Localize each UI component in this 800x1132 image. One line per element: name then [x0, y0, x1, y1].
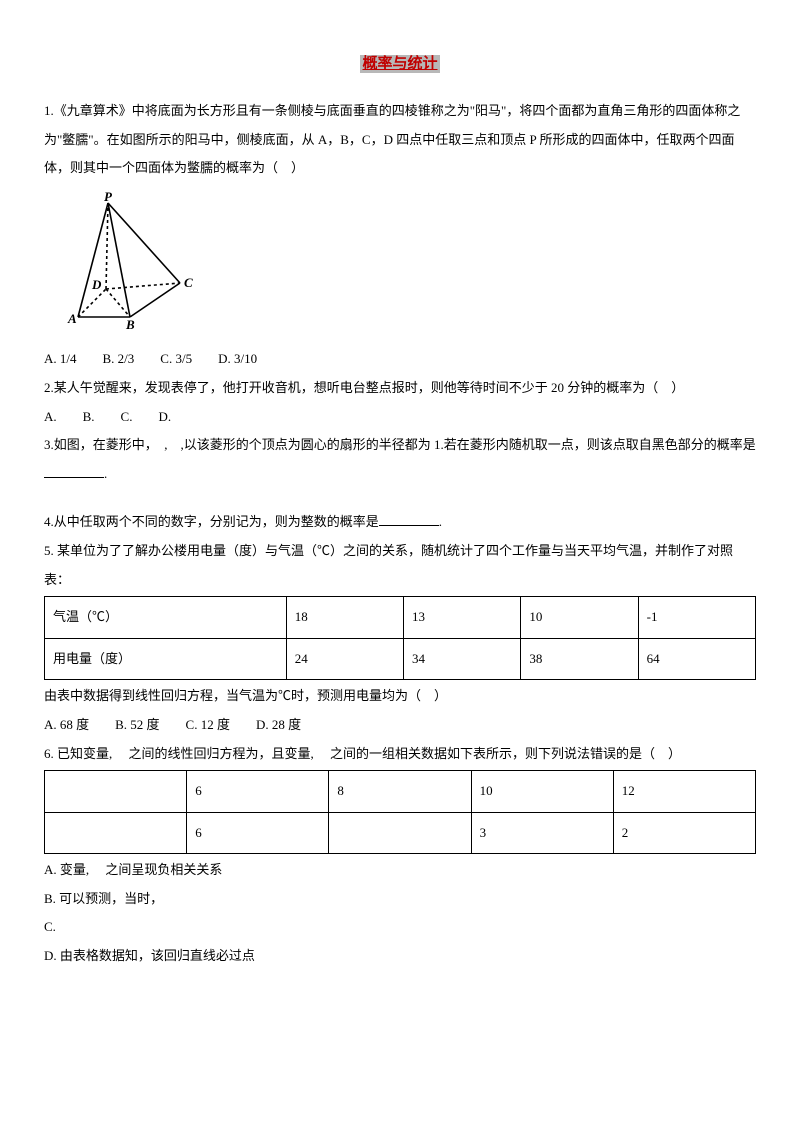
q4-text: 4.从中任取两个不同的数字，分别记为，则为整数的概率是. — [44, 508, 756, 537]
cell: -1 — [638, 597, 755, 639]
q6-optD: D. 由表格数据知，该回归直线必过点 — [44, 942, 756, 971]
label-P: P — [104, 189, 113, 204]
cell: 18 — [286, 597, 403, 639]
q2-options: A. B. C. D. — [44, 403, 756, 432]
table-row: 气温（℃） 18 13 10 -1 — [45, 597, 756, 639]
cell: 2 — [613, 812, 755, 854]
cell: 气温（℃） — [45, 597, 287, 639]
page-title: 概率与统计 — [44, 48, 756, 81]
label-B: B — [125, 317, 135, 329]
q3-post: . — [104, 466, 107, 481]
q4-pre: 4.从中任取两个不同的数字，分别记为，则为整数的概率是 — [44, 514, 379, 529]
q6-table: 6 8 10 12 6 3 2 — [44, 770, 756, 854]
q6-optA: A. 变量, 之间呈现负相关关系 — [44, 856, 756, 885]
cell: 12 — [613, 771, 755, 813]
q1-text: 1.《九章算术》中将底面为长方形且有一条侧棱与底面垂直的四棱锥称之为"阳马"，将… — [44, 97, 756, 183]
q4-post: . — [439, 514, 442, 529]
cell: 3 — [471, 812, 613, 854]
q4-blank — [379, 512, 439, 526]
cell: 10 — [471, 771, 613, 813]
q5-options: A. 68 度 B. 52 度 C. 12 度 D. 28 度 — [44, 711, 756, 740]
q5-table: 气温（℃） 18 13 10 -1 用电量（度） 24 34 38 64 — [44, 596, 756, 680]
label-A: A — [67, 311, 77, 326]
table-row: 用电量（度） 24 34 38 64 — [45, 638, 756, 680]
q6-text: 6. 已知变量, 之间的线性回归方程为，且变量, 之间的一组相关数据如下表所示，… — [44, 740, 756, 769]
table-row: 6 8 10 12 — [45, 771, 756, 813]
label-C: C — [184, 275, 193, 290]
cell: 64 — [638, 638, 755, 680]
cell — [45, 771, 187, 813]
q3-pre: 3.如图，在菱形中， , ,以该菱形的个顶点为圆心的扇形的半径都为 1.若在菱形… — [44, 437, 756, 452]
q6-optC: C. — [44, 913, 756, 942]
cell: 8 — [329, 771, 471, 813]
cell: 24 — [286, 638, 403, 680]
cell: 用电量（度） — [45, 638, 287, 680]
q5-text: 5. 某单位为了了解办公楼用电量（度）与气温（℃）之间的关系，随机统计了四个工作… — [44, 537, 756, 594]
q1-options: A. 1/4 B. 2/3 C. 3/5 D. 3/10 — [44, 345, 756, 374]
cell: 34 — [404, 638, 521, 680]
label-D: D — [91, 277, 102, 292]
title-text: 概率与统计 — [360, 55, 439, 73]
cell: 38 — [521, 638, 638, 680]
q2-text: 2.某人午觉醒来，发现表停了，他打开收音机，想听电台整点报时，则他等待时间不少于… — [44, 374, 756, 403]
cell — [329, 812, 471, 854]
cell: 6 — [187, 812, 329, 854]
cell — [45, 812, 187, 854]
q3-text: 3.如图，在菱形中， , ,以该菱形的个顶点为圆心的扇形的半径都为 1.若在菱形… — [44, 431, 756, 488]
cell: 10 — [521, 597, 638, 639]
cell: 13 — [404, 597, 521, 639]
q5-post: 由表中数据得到线性回归方程，当气温为℃时，预测用电量均为（ ） — [44, 682, 756, 711]
q6-optB: B. 可以预测，当时， — [44, 885, 756, 914]
q1-figure: P A B C D — [62, 189, 756, 340]
q3-blank — [44, 464, 104, 478]
table-row: 6 3 2 — [45, 812, 756, 854]
cell: 6 — [187, 771, 329, 813]
